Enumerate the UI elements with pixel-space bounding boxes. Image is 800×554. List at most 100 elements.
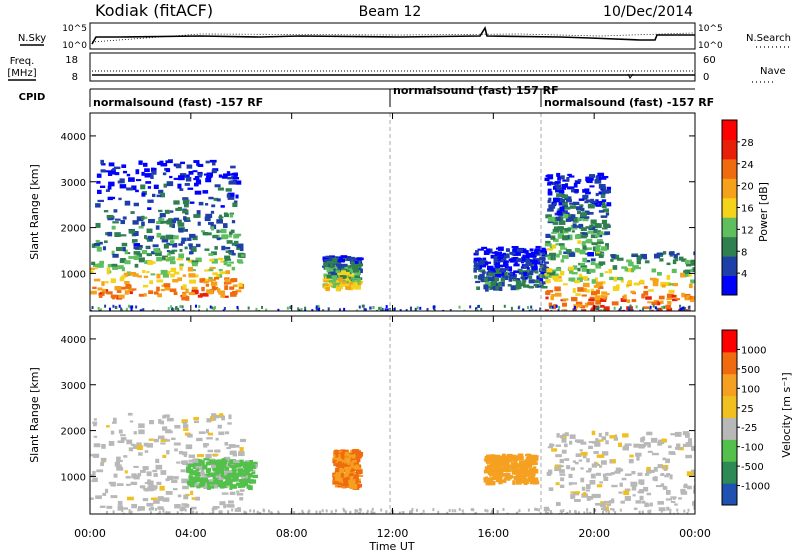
power-cell: [177, 206, 183, 211]
velocity-cell: [156, 512, 159, 514]
power-cell: [598, 191, 605, 195]
nave-right-tick-top: 60: [703, 55, 716, 66]
power-cell: [326, 274, 332, 279]
velocity-cell: [122, 512, 125, 514]
velocity-cell: [188, 459, 195, 463]
velocity-cell: [256, 512, 259, 514]
power-cell: [231, 220, 236, 224]
power-cell: [405, 309, 408, 311]
power-cell: [98, 292, 103, 296]
velocity-cell: [638, 510, 641, 514]
velocity-cell: [112, 510, 115, 514]
power-cell: [326, 267, 334, 271]
velocity-cell: [538, 508, 541, 512]
velocity-cell: [580, 467, 584, 470]
velocity-colorbar-swatch: [722, 439, 737, 462]
power-cell: [329, 260, 337, 264]
power-cell: [225, 246, 231, 250]
power-cell: [688, 305, 691, 309]
power-cell: [216, 288, 221, 293]
power-cell: [565, 249, 572, 253]
cpid-segment-1: normalsound (fast) -157 RF: [93, 96, 263, 109]
power-cell: [617, 277, 623, 280]
power-cell: [685, 263, 692, 267]
velocity-cell: [546, 511, 549, 514]
velocity-cell: [523, 480, 528, 486]
power-cell: [556, 172, 561, 177]
velocity-cell: [488, 480, 493, 486]
power-cell: [572, 223, 577, 228]
velocity-cell: [496, 466, 503, 470]
velocity-cell: [350, 483, 358, 489]
power-cell: [162, 255, 168, 261]
power-cell: [141, 308, 144, 311]
power-cell: [125, 252, 131, 255]
power-cell: [545, 278, 551, 284]
power-cell: [590, 258, 596, 261]
power-cell: [152, 309, 155, 311]
velocity-cell: [224, 476, 232, 479]
velocity-cell: [148, 438, 154, 441]
power-cell: [122, 170, 128, 174]
velocity-cell: [174, 504, 181, 509]
power-cell: [189, 279, 197, 284]
power-cell: [567, 196, 572, 201]
power-cell: [197, 163, 204, 168]
velocity-cell: [490, 512, 493, 514]
power-cell: [159, 213, 166, 218]
power-cell: [126, 187, 134, 191]
velocity-cell: [207, 449, 214, 453]
power-cell: [583, 289, 587, 293]
velocity-cell: [334, 458, 341, 461]
velocity-cell: [535, 507, 538, 511]
velocity-cell: [232, 475, 238, 480]
power-cell: [208, 221, 214, 225]
power-cell: [545, 233, 551, 238]
velocity-cell: [344, 451, 350, 457]
velocity-cell: [371, 512, 374, 514]
power-cell: [552, 275, 559, 281]
power-cell: [600, 281, 606, 285]
velocity-cell: [133, 431, 137, 435]
velocity-cell: [187, 468, 192, 474]
velocity-cell: [492, 458, 500, 464]
power-cell: [119, 277, 125, 282]
velocity-cell: [162, 454, 167, 458]
velocity-cell: [259, 511, 262, 514]
power-cell: [590, 261, 596, 266]
power-cell: [495, 286, 499, 290]
velocity-cell: [160, 470, 167, 475]
velocity-cell: [187, 483, 193, 486]
power-cell: [128, 177, 135, 182]
power-cell: [349, 269, 354, 272]
velocity-cell: [267, 509, 270, 513]
velocity-colorbar-swatch: [722, 395, 737, 418]
power-cell: [653, 299, 660, 303]
power-cell: [147, 199, 154, 203]
velocity-cell: [422, 509, 425, 513]
power-cell: [156, 194, 162, 198]
power-cell: [208, 276, 213, 280]
power-cell: [483, 284, 489, 290]
power-cell: [517, 306, 520, 310]
power-cell: [674, 257, 679, 262]
power-cell: [501, 271, 508, 276]
power-cell: [225, 188, 232, 192]
velocity-cell: [639, 489, 645, 494]
velocity-cell: [591, 463, 598, 468]
power-cell: [197, 221, 201, 226]
velocity-cell: [207, 432, 214, 436]
power-cell: [560, 245, 566, 248]
power-cell: [582, 189, 590, 193]
power-cell: [600, 309, 603, 311]
velocity-cell: [206, 474, 212, 477]
velocity-cell: [120, 434, 126, 437]
velocity-cell: [619, 482, 623, 487]
velocity-cell: [344, 460, 351, 465]
power-cell: [572, 308, 575, 311]
power-cell: [598, 210, 605, 213]
velocity-cell: [564, 458, 570, 461]
velocity-cell: [503, 477, 510, 480]
power-cell: [598, 184, 606, 189]
power-cell: [516, 251, 521, 256]
